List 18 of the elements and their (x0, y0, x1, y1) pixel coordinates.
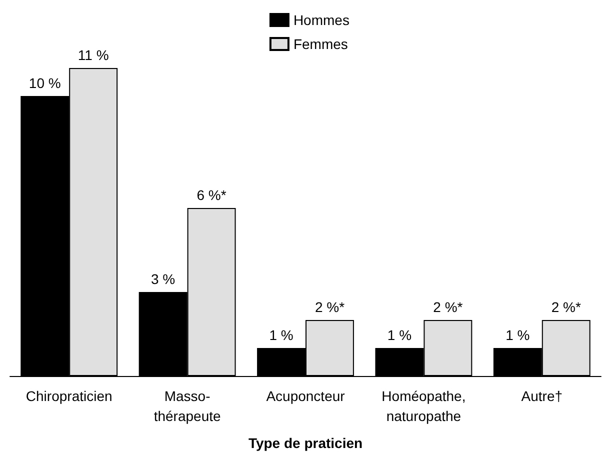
data-label: 3 % (151, 271, 176, 287)
data-label: 2 %* (551, 299, 582, 315)
data-label: 10 % (28, 75, 61, 91)
legend-label: Femmes (293, 36, 348, 52)
data-label: 2 %* (314, 299, 346, 315)
data-label: 1 % (387, 327, 412, 343)
x-tick-label: Autre† (521, 388, 563, 404)
data-label: 1 % (506, 327, 530, 343)
x-tick-label: Homéopathe, naturopathe (382, 388, 466, 424)
x-tick-label: Acuponcteur (266, 388, 346, 404)
data-label: 6 %* (196, 187, 227, 203)
x-tick-label: Chiropraticien (26, 388, 112, 404)
x-axis-title: Type de praticien (248, 435, 363, 451)
x-tick-label: Masso- thérapeute (154, 388, 221, 424)
data-label: 1 % (269, 327, 294, 343)
legend-label: Hommes (293, 12, 350, 28)
data-label: 2 %* (433, 299, 464, 315)
data-label: 11 % (78, 47, 109, 63)
